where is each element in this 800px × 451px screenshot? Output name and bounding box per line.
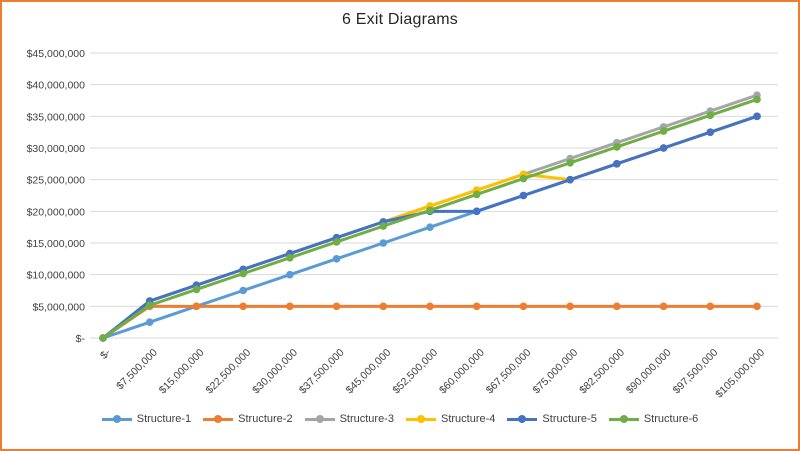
legend-marker-icon (608, 414, 639, 424)
y-tick-label: $20,000,000 (27, 206, 86, 218)
series-marker-structure-2 (519, 302, 528, 311)
series-marker-structure-2 (753, 302, 761, 311)
legend-marker-icon (304, 414, 335, 424)
x-tick-label: $67,500,000 (484, 347, 534, 397)
series-marker-structure-5 (519, 191, 528, 200)
series-marker-structure-2 (426, 302, 434, 311)
series-marker-structure-6 (472, 190, 481, 199)
legend-marker-icon (406, 414, 436, 424)
legend-item-structure-5: Structure-5 (507, 413, 597, 425)
series-marker-structure-2 (286, 302, 294, 311)
legend-label: Structure-5 (542, 413, 597, 425)
series-marker-structure-1 (332, 255, 341, 263)
series-marker-structure-6 (379, 222, 388, 230)
series-marker-structure-5 (566, 175, 574, 184)
legend-item-structure-6: Structure-6 (608, 413, 699, 425)
series-marker-structure-6 (99, 334, 107, 342)
series-marker-structure-2 (706, 302, 715, 311)
x-tick-label: $7,500,000 (114, 347, 160, 393)
x-tick-label: $15,000,000 (157, 347, 207, 397)
series-marker-structure-6 (566, 158, 574, 167)
y-tick-label: $5,000,000 (32, 301, 85, 313)
series-marker-structure-6 (426, 206, 434, 215)
series-marker-structure-5 (659, 144, 668, 152)
y-tick-label: $25,000,000 (27, 175, 86, 187)
series-marker-structure-1 (426, 223, 434, 231)
x-tick-label: $52,500,000 (390, 347, 440, 397)
legend-label: Structure-3 (339, 413, 394, 425)
legend-marker-icon (101, 414, 132, 424)
x-tick-label: $105,000,000 (713, 347, 767, 401)
series-marker-structure-5 (472, 207, 481, 216)
series-marker-structure-1 (286, 270, 294, 279)
legend-item-structure-1: Structure-1 (101, 413, 192, 425)
chart-title: 6 Exit Diagrams (342, 11, 458, 28)
legend-label: Structure-4 (441, 413, 496, 425)
legend-item-structure-2: Structure-2 (203, 413, 293, 425)
x-tick-label: $22,500,000 (203, 347, 253, 397)
series-marker-structure-5 (613, 160, 621, 168)
legend: Structure-1 Structure-2 Structure-3 Structu… (2, 413, 798, 425)
x-tick-label: $37,500,000 (297, 347, 347, 397)
y-tick-label: $10,000,000 (27, 270, 86, 282)
series-marker-structure-1 (379, 239, 388, 247)
series-marker-structure-5 (753, 112, 761, 121)
series-marker-structure-2 (613, 302, 621, 311)
legend-label: Structure-6 (643, 413, 699, 425)
legend-label: Structure-2 (238, 413, 293, 425)
series-marker-structure-2 (659, 302, 668, 311)
y-tick-label: $40,000,000 (27, 80, 86, 92)
series-marker-structure-6 (706, 111, 715, 120)
series-marker-structure-6 (145, 301, 154, 310)
y-tick-label: $30,000,000 (27, 143, 86, 155)
series-marker-structure-6 (286, 253, 294, 262)
series-marker-structure-6 (239, 269, 247, 278)
x-tick-label: $30,000,000 (250, 347, 300, 397)
y-tick-label: $15,000,000 (27, 238, 86, 250)
series-marker-structure-1 (239, 286, 247, 295)
x-tick-label: $82,500,000 (577, 347, 627, 397)
x-tick-label: $- (98, 346, 113, 361)
y-tick-label: $45,000,000 (27, 48, 86, 60)
y-tick-label: $35,000,000 (27, 111, 86, 123)
x-tick-label: $97,500,000 (671, 347, 721, 397)
series-marker-structure-1 (145, 318, 154, 326)
series-marker-structure-2 (379, 302, 388, 311)
legend-label: Structure-1 (136, 413, 192, 425)
series-marker-structure-6 (332, 238, 341, 246)
series-marker-structure-6 (192, 285, 201, 294)
series-marker-structure-2 (239, 302, 247, 311)
series-marker-structure-6 (753, 95, 761, 104)
legend-marker-icon (507, 414, 538, 424)
series-marker-structure-5 (706, 128, 715, 136)
series-marker-structure-6 (613, 143, 621, 151)
series-line-structure-6 (101, 97, 759, 340)
series-marker-structure-2 (566, 302, 574, 311)
series-marker-structure-2 (192, 302, 201, 311)
x-tick-label: $75,000,000 (530, 347, 580, 397)
legend-marker-icon (203, 414, 234, 424)
y-tick-label: $- (76, 333, 86, 345)
legend-item-structure-4: Structure-4 (406, 413, 495, 425)
x-tick-label: $45,000,000 (344, 347, 394, 397)
legend-item-structure-3: Structure-3 (304, 413, 394, 425)
series-marker-structure-6 (519, 174, 528, 183)
series-marker-structure-6 (659, 127, 668, 135)
series-line-structure-2 (101, 304, 759, 340)
series-marker-structure-2 (472, 302, 481, 311)
series-marker-structure-2 (332, 302, 341, 311)
x-tick-label: $90,000,000 (624, 347, 674, 397)
x-tick-label: $60,000,000 (437, 347, 487, 397)
